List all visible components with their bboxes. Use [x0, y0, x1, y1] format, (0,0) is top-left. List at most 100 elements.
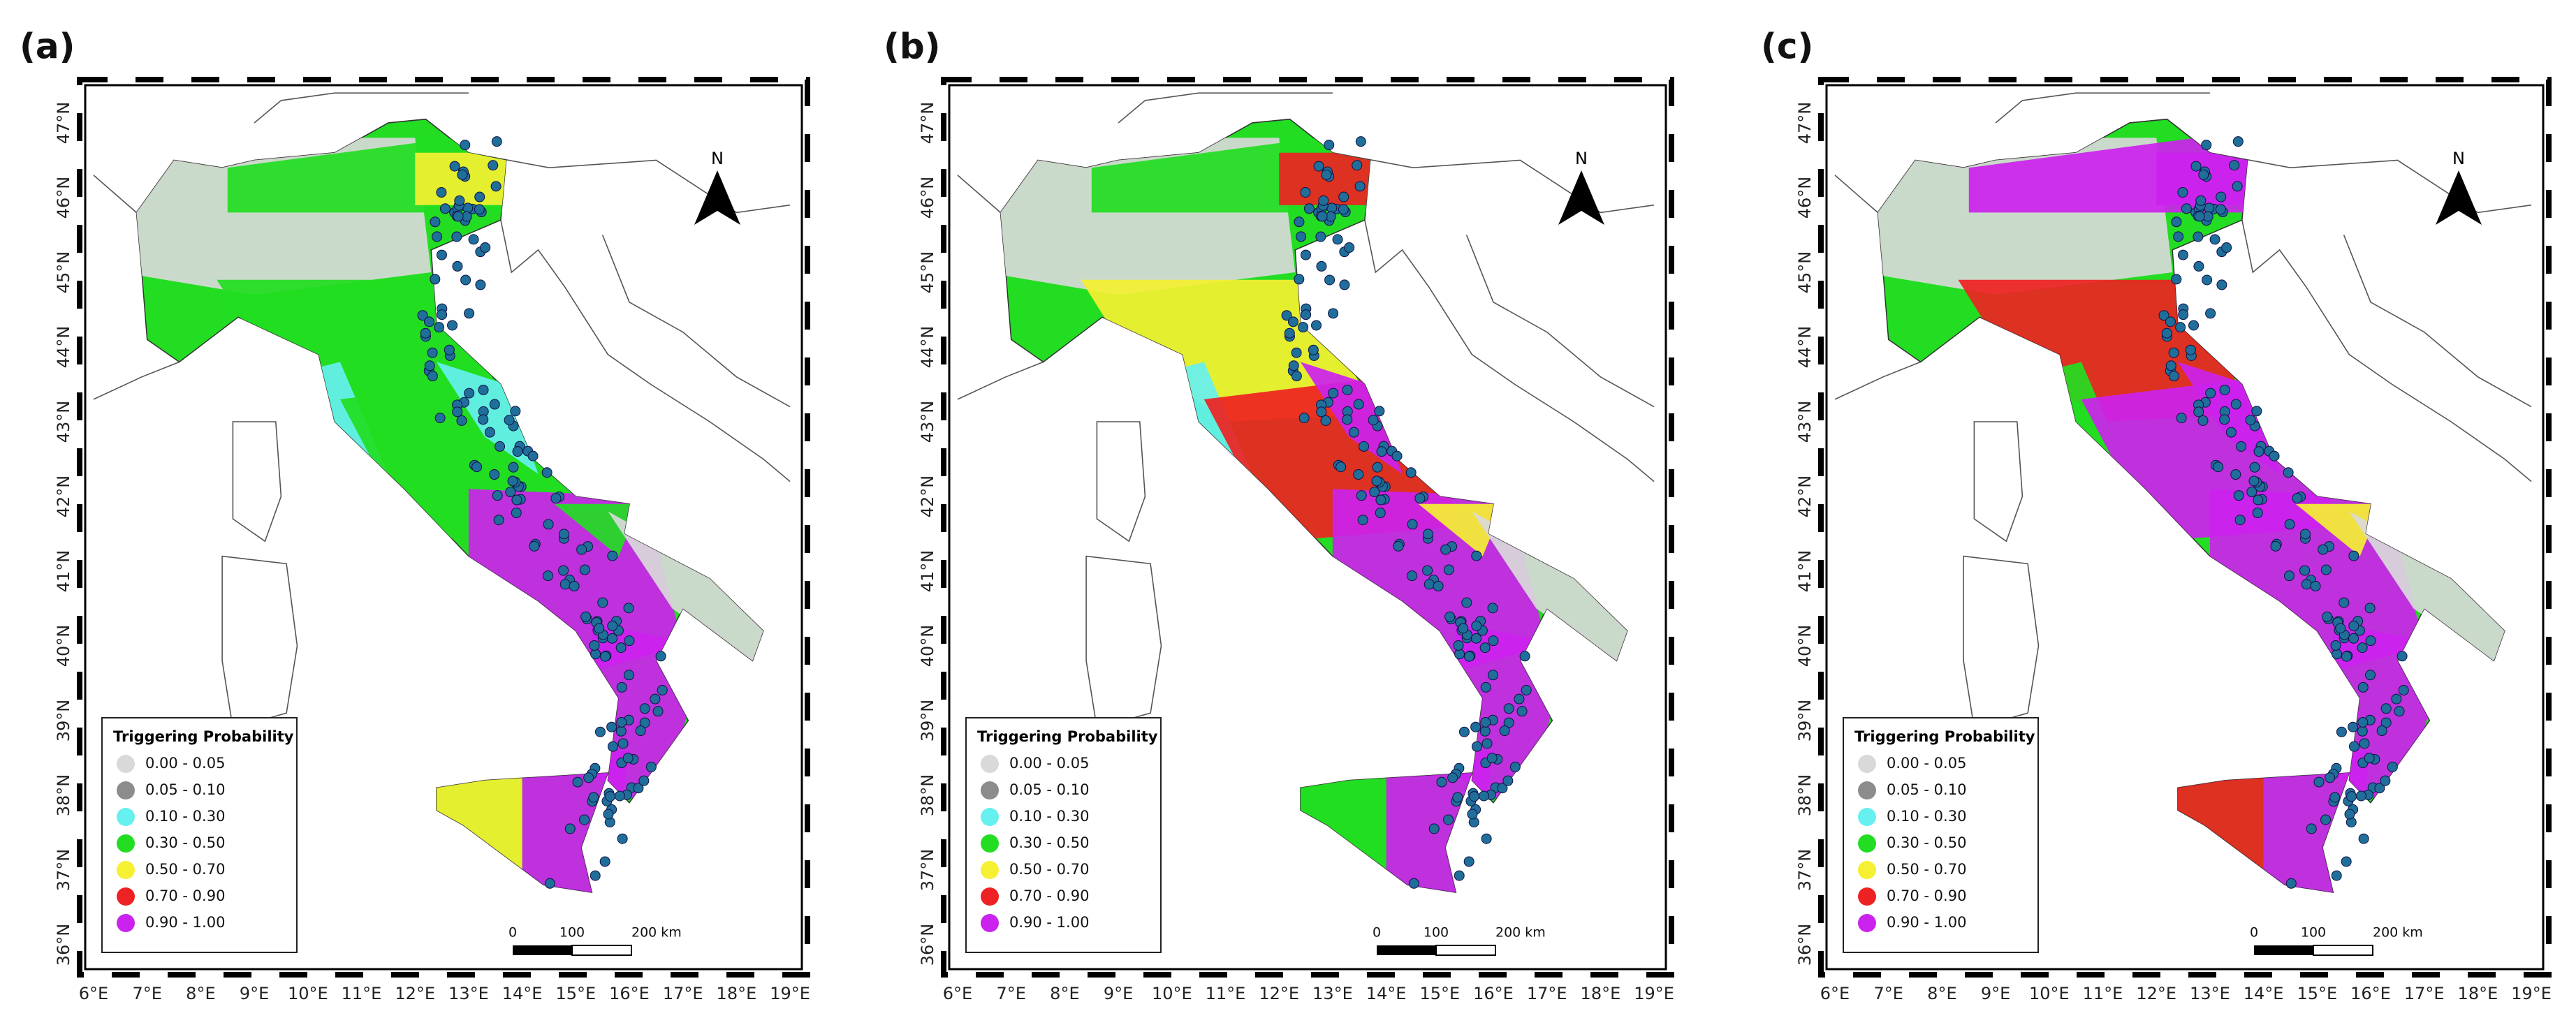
- landslide-point: [1348, 427, 1359, 438]
- legend-label: 0.50 - 0.70: [145, 861, 225, 878]
- legend-label: 0.30 - 0.50: [1009, 834, 1089, 851]
- landslide-point: [2301, 579, 2312, 590]
- map-frame-outer: [941, 77, 1674, 978]
- x-tick-label: 7°E: [996, 984, 1025, 1003]
- landslide-point: [2348, 741, 2359, 752]
- x-tick-label: 18°E: [717, 984, 757, 1003]
- landslide-point: [420, 327, 431, 339]
- landslide-point: [2299, 529, 2311, 540]
- landslide-point: [2285, 878, 2297, 889]
- landslide-point: [607, 633, 618, 644]
- map-panel: 6°E 7°E 8°E 9°E 10°E 11°E 12°E 13°E 14°E 15°E 16°E…: [54, 77, 810, 1003]
- landslide-point: [1359, 441, 1370, 452]
- landslide-point: [2165, 316, 2176, 327]
- y-tick-label: 36°N: [1795, 924, 1815, 966]
- landslide-point: [1375, 508, 1386, 519]
- x-tick-label: 15°E: [1419, 984, 1460, 1003]
- landslide-point: [544, 878, 555, 889]
- landslide-point: [451, 231, 462, 242]
- y-tick-label: 47°N: [54, 102, 73, 145]
- landslide-point: [541, 467, 552, 478]
- y-tick-label: 41°N: [918, 550, 937, 593]
- scale-bar-label: 200 km: [631, 925, 682, 941]
- landslide-point: [2215, 204, 2226, 215]
- landslide-point: [559, 579, 571, 590]
- legend-swatch: [117, 755, 135, 773]
- landslide-point: [423, 316, 434, 327]
- landslide-point: [599, 651, 610, 662]
- landslide-point: [1344, 242, 1355, 253]
- landslide-point: [2225, 427, 2237, 438]
- landslide-point: [1509, 761, 1521, 772]
- legend-label: 0.00 - 0.05: [1887, 755, 1966, 772]
- landslide-point: [1281, 310, 1292, 321]
- x-tick-label: 11°E: [342, 984, 382, 1003]
- landslide-point: [1335, 462, 1347, 473]
- landslide-point: [2177, 249, 2188, 260]
- landslide-point: [512, 446, 523, 457]
- north-label: N: [2452, 149, 2465, 168]
- landslide-point: [652, 706, 664, 717]
- landslide-point: [1471, 633, 1482, 644]
- landslide-point: [432, 231, 443, 242]
- x-tick-label: 12°E: [2136, 984, 2176, 1003]
- panel-label: (a): [20, 27, 75, 67]
- landslide-point: [633, 783, 644, 794]
- landslide-point: [464, 308, 475, 319]
- country-border: [500, 219, 791, 482]
- landslide-point: [558, 529, 569, 540]
- legend-swatch: [1858, 861, 1876, 879]
- landslide-point: [1488, 670, 1499, 681]
- x-tick-label: 15°E: [2297, 984, 2337, 1003]
- landslide-point: [2359, 738, 2370, 749]
- landslide-point: [2190, 161, 2202, 172]
- landslide-point: [2313, 776, 2325, 788]
- scale-bar-white: [2313, 945, 2373, 956]
- landslide-point: [2219, 384, 2230, 395]
- landslide-point: [457, 169, 468, 180]
- landslide-point: [1315, 231, 1326, 242]
- landslide-point: [617, 833, 628, 844]
- country-border: [1834, 361, 1921, 400]
- north-arrow: [1558, 170, 1604, 225]
- landslide-point: [2318, 544, 2329, 555]
- landslide-point: [2161, 327, 2172, 339]
- x-tick-label: 13°E: [448, 984, 489, 1003]
- landslide-point: [638, 775, 650, 786]
- landslide-point: [1328, 308, 1339, 319]
- legend-box: [1843, 717, 2039, 953]
- landslide-point: [2253, 494, 2264, 506]
- landslide-point: [2213, 462, 2224, 473]
- landslide-point: [484, 427, 495, 438]
- landslide-point: [2193, 260, 2204, 272]
- landslide-point: [2374, 783, 2385, 794]
- landslide-point: [2329, 792, 2341, 803]
- landslide-point: [474, 191, 485, 202]
- y-tick-label: 40°N: [54, 625, 73, 668]
- legend-box: [965, 717, 1162, 953]
- landslide-point: [2201, 140, 2212, 151]
- landslide-point: [2249, 462, 2260, 473]
- landslide-point: [2339, 597, 2350, 608]
- y-tick-label: 42°N: [1795, 475, 1815, 518]
- landslide-point: [434, 322, 445, 333]
- landslide-point: [576, 544, 587, 555]
- landslide-point: [1318, 195, 1329, 206]
- x-tick-label: 10°E: [288, 984, 328, 1003]
- landslide-point: [2178, 309, 2189, 320]
- north-arrow: [694, 170, 740, 225]
- landslide-point: [490, 181, 502, 192]
- legend: Triggering Probability 0.00 - 0.05 0.05 - …: [965, 717, 1162, 953]
- landslide-point: [645, 761, 657, 772]
- legend-swatch: [117, 834, 135, 853]
- landslide-point: [2365, 635, 2376, 647]
- landslide-point: [1453, 640, 1464, 651]
- landslide-point: [505, 487, 516, 498]
- map-panel: 6°E 7°E 8°E 9°E 10°E 11°E 12°E 13°E 14°E 15°E 16°E…: [1795, 77, 2552, 1003]
- landslide-point: [579, 814, 590, 825]
- landslide-point: [508, 462, 519, 473]
- landslide-point: [492, 490, 503, 501]
- landslide-point: [2341, 651, 2352, 662]
- landslide-point: [1291, 371, 1302, 382]
- landslide-point: [622, 753, 634, 764]
